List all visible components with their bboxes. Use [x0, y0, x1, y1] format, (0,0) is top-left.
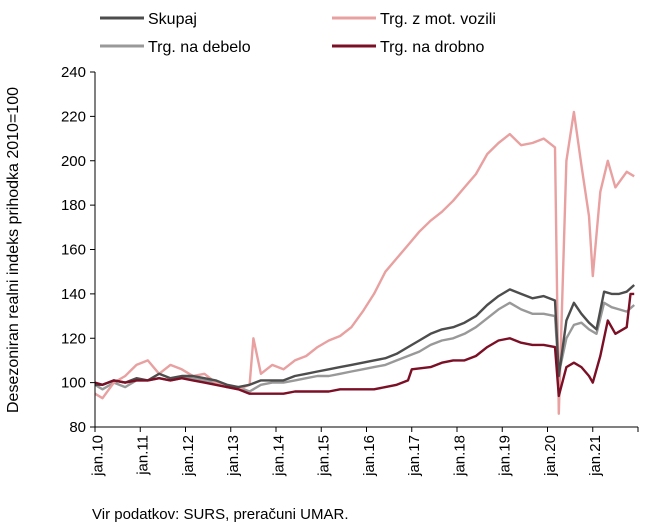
plot-area	[94, 110, 635, 415]
legend: Skupaj Trg. z mot. vozili Trg. na debelo Tr…	[100, 11, 496, 56]
legend-label-1: Trg. z mot. vozili	[380, 11, 496, 28]
x-tick-label: jan.13	[225, 435, 242, 477]
y-tick-label: 80	[69, 419, 86, 436]
x-tick-label: jan.10	[89, 435, 106, 477]
x-tick-label: jan.12	[180, 435, 197, 477]
y-tick-label: 220	[61, 108, 86, 125]
x-tick-label: jan.17	[406, 435, 423, 477]
y-tick-label: 180	[61, 197, 86, 214]
y-tick-label: 140	[61, 286, 86, 303]
source-note: Vir podatkov: SURS, preračuni UMAR.	[92, 506, 349, 523]
x-tick-label: jan.11	[135, 435, 152, 476]
series-line-0	[95, 284, 635, 389]
legend-label-0: Skupaj	[148, 11, 197, 28]
y-tick-label: 200	[61, 153, 86, 170]
legend-label-3: Trg. na drobno	[380, 39, 484, 56]
x-tick-label: jan.20	[542, 435, 559, 477]
series-line-2	[94, 301, 635, 393]
y-tick-label: 160	[61, 242, 86, 259]
legend-label-2: Trg. na debelo	[148, 39, 251, 56]
x-tick-label: jan.14	[270, 435, 287, 477]
x-axis: jan.10 jan.11 jan.12 jan.13 jan.14 jan.15 jan.…	[89, 426, 639, 477]
x-tick-label: jan.18	[451, 435, 468, 477]
y-tick-label: 120	[61, 330, 86, 347]
x-tick-label: jan.16	[361, 435, 378, 477]
y-axis-title: Desezoniran realni indeks prihodka 2010=…	[5, 87, 22, 413]
y-axis: 80 100 120 140 160 180 200 220 240	[61, 64, 96, 436]
x-tick-label: jan.19	[497, 435, 514, 477]
x-tick-label: jan.21	[587, 435, 604, 477]
y-tick-label: 100	[61, 375, 86, 392]
x-tick-label: jan.15	[316, 435, 333, 477]
y-tick-label: 240	[61, 64, 86, 81]
series-line-3	[94, 292, 635, 398]
